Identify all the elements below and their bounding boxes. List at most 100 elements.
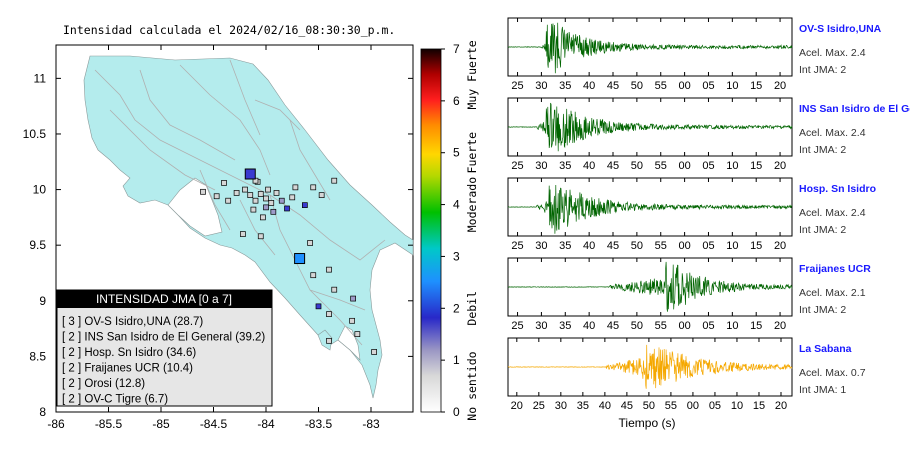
map-y-tick-label: 10.5 bbox=[23, 127, 47, 141]
colorbar-tick-label: 0 bbox=[453, 405, 460, 419]
waveform-x-tick-label: 55 bbox=[655, 80, 667, 92]
station-marker-major bbox=[294, 253, 306, 265]
map-x-tick-label: -84 bbox=[257, 417, 275, 431]
waveform-panel: 25 30 35 40 45 50 55 00 05 10 15 20 Hosp. Sn Isidro A… bbox=[507, 177, 876, 252]
waveform-x-tick-label: 40 bbox=[583, 80, 595, 92]
station-marker bbox=[354, 331, 361, 338]
colorbar-category-label: No sentido bbox=[465, 351, 479, 420]
waveform-x-tick-label: 10 bbox=[731, 400, 743, 412]
waveform-panels: 25 30 35 40 45 50 55 00 05 10 15 20 OV-S Isidro,UNA A… bbox=[507, 17, 910, 412]
gulf-of-nicoya bbox=[167, 177, 223, 237]
station-marker bbox=[225, 197, 232, 204]
waveform-x-tick-label: 00 bbox=[687, 400, 699, 412]
waveform-x-tick-label: 50 bbox=[631, 320, 643, 332]
waveform-x-tick-label: 00 bbox=[678, 80, 690, 92]
waveform-x-tick-label: 30 bbox=[555, 400, 567, 412]
waveform-station-name: OV-S Isidro,UNA bbox=[799, 23, 882, 35]
waveform-x-tick-label: 55 bbox=[655, 240, 667, 252]
waveform-x-tick-label: 30 bbox=[535, 320, 547, 332]
waveform-station-name: INS San Isidro de El Ge bbox=[799, 103, 910, 115]
station-marker bbox=[257, 191, 264, 197]
colorbar-category-label: Muy Fuerte bbox=[465, 40, 479, 109]
colorbar-category-label: Debil bbox=[465, 291, 479, 326]
station-marker bbox=[326, 311, 332, 317]
legend-item: [ 3 ] OV-S Isidro,UNA (28.7) bbox=[62, 316, 203, 328]
station-marker bbox=[242, 186, 248, 193]
waveform-x-tick-label: 05 bbox=[702, 160, 714, 172]
station-marker bbox=[307, 240, 313, 246]
station-marker bbox=[331, 286, 338, 293]
legend-items: [ 3 ] OV-S Isidro,UNA (28.7) [ 2 ] INS Sa… bbox=[62, 316, 265, 406]
station-marker bbox=[326, 337, 332, 344]
waveform-x-tick-label: 20 bbox=[774, 320, 786, 332]
waveform-x-tick-label: 40 bbox=[583, 160, 595, 172]
station-marker bbox=[289, 194, 296, 201]
map-x-tick-label: -86 bbox=[47, 417, 65, 431]
waveform-panel: 25 30 35 40 45 50 55 00 05 10 15 20 Fraijanes UCR Ace… bbox=[507, 257, 871, 332]
station-marker bbox=[278, 197, 285, 204]
station-marker bbox=[284, 205, 290, 212]
waveform-x-tick-label: 20 bbox=[774, 240, 786, 252]
station-marker bbox=[263, 204, 269, 211]
station-marker bbox=[318, 192, 325, 198]
legend-item: [ 2 ] OV-C Tigre (6.7) bbox=[62, 394, 168, 406]
map-y-tick-label: 8 bbox=[39, 405, 46, 419]
station-marker bbox=[302, 202, 308, 208]
legend-item: [ 2 ] Hosp. Sn Isidro (34.6) bbox=[62, 347, 196, 359]
waveform-x-tick-label: 00 bbox=[678, 160, 690, 172]
waveform-x-tick-label: 55 bbox=[655, 160, 667, 172]
waveform-x-tick-label: 35 bbox=[577, 400, 589, 412]
colorbar-tick-label: 5 bbox=[453, 146, 460, 160]
station-markers bbox=[200, 168, 377, 355]
waveform-x-tick-label: 15 bbox=[750, 320, 762, 332]
map-y-tick-label: 9.5 bbox=[29, 238, 46, 252]
station-marker bbox=[371, 349, 377, 355]
station-marker bbox=[268, 200, 275, 206]
waveform-x-tick-label: 10 bbox=[726, 240, 738, 252]
map-title: Intensidad calculada el 2024/02/16_08:30… bbox=[63, 23, 395, 37]
waveform-x-tick-label: 25 bbox=[511, 160, 523, 172]
waveform-station-name: Fraijanes UCR bbox=[799, 263, 871, 275]
waveform-x-tick-label: 50 bbox=[631, 80, 643, 92]
station-marker bbox=[257, 233, 264, 240]
station-marker bbox=[247, 192, 254, 198]
waveform-panel: 25 30 35 40 45 50 55 00 05 10 15 20 OV-S Isidro,UNA A… bbox=[507, 17, 882, 92]
waveform-trace bbox=[507, 184, 793, 234]
map-y-tick-label: 11 bbox=[34, 71, 47, 85]
map-x-tick-label: -85.5 bbox=[95, 417, 123, 431]
osa-peninsula bbox=[317, 329, 333, 351]
station-marker bbox=[315, 303, 322, 310]
waveform-panel: 20 25 30 35 40 45 50 55 00 05 10 15 20 La Sabana Acel.… bbox=[507, 337, 866, 412]
waveform-x-tick-label: 45 bbox=[621, 400, 633, 412]
waveform-x-tick-label: 10 bbox=[726, 80, 738, 92]
waveform-x-tick-label: 25 bbox=[533, 400, 545, 412]
map-x-tick-label: -84.5 bbox=[200, 417, 228, 431]
station-marker bbox=[310, 184, 317, 191]
legend-header bbox=[57, 290, 272, 308]
station-marker bbox=[221, 180, 227, 186]
waveform-x-tick-label: 10 bbox=[726, 160, 738, 172]
colorbar-ticks: 0 1 2 3 4 5 6 7 bbox=[441, 42, 460, 419]
waveform-trace bbox=[508, 344, 793, 389]
waveform-x-tick-label: 20 bbox=[774, 160, 786, 172]
waveform-int-jma: Int JMA: 2 bbox=[799, 64, 846, 76]
waveform-accel-max: Acel. Max. 2.4 bbox=[799, 47, 866, 59]
waveform-x-tick-label: 00 bbox=[678, 240, 690, 252]
colorbar-category-label: Moderado bbox=[465, 177, 479, 232]
waveform-x-tick-label: 10 bbox=[726, 320, 738, 332]
waveform-x-tick-label: 40 bbox=[583, 320, 595, 332]
waveform-x-tick-label: 45 bbox=[607, 320, 619, 332]
station-marker bbox=[233, 190, 240, 196]
waveform-x-tick-label: 45 bbox=[607, 160, 619, 172]
waveform-x-tick-label: 35 bbox=[559, 320, 571, 332]
waveform-x-tick-label: 20 bbox=[511, 400, 523, 412]
colorbar-tick-label: 7 bbox=[453, 42, 460, 56]
waveform-int-jma: Int JMA: 1 bbox=[799, 384, 846, 396]
waveform-x-tick-label: 20 bbox=[775, 400, 787, 412]
intensity-colorbar: 0 1 2 3 4 5 6 7 No sentido Debil Moderado Fuerte Mu… bbox=[420, 40, 479, 421]
station-marker bbox=[349, 317, 355, 324]
station-marker bbox=[263, 195, 269, 202]
waveform-x-tick-label: 15 bbox=[750, 240, 762, 252]
legend-box bbox=[56, 289, 273, 407]
traces-xlabel: Tiempo (s) bbox=[619, 416, 676, 430]
